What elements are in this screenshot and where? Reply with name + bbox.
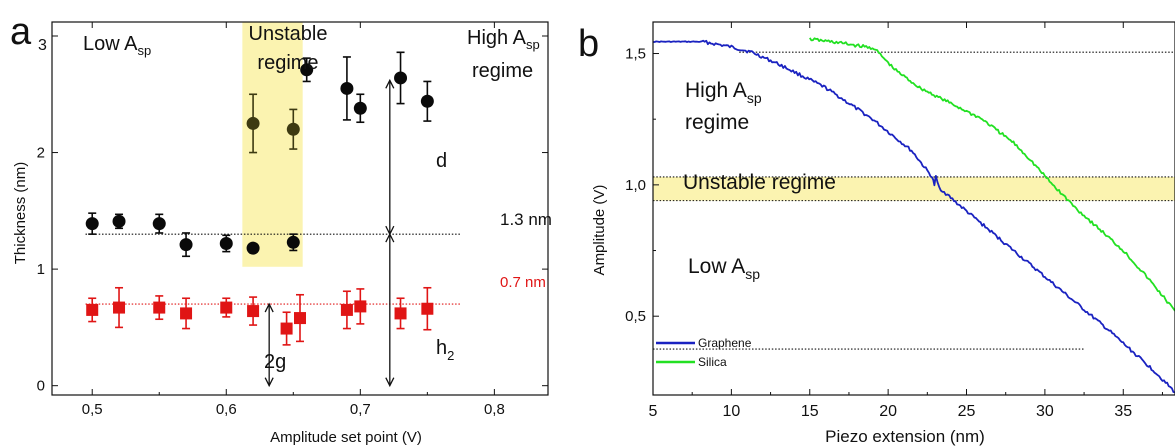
- panel-b-ylabel: Amplitude (V): [591, 185, 608, 276]
- panel-b-unstable-label: Unstable regime: [683, 171, 836, 194]
- panel-a-h2-label: h2: [436, 337, 454, 363]
- panel-a-point-circle: [85, 217, 99, 231]
- panel-a-label: a: [10, 11, 32, 53]
- panel-a-point-square: [354, 300, 367, 313]
- panel-b-y-tick-label: 1,0: [625, 177, 646, 194]
- panel-b-high-asp-subscript: sp: [747, 90, 762, 106]
- panel-b-x-tick-label: 15: [801, 403, 819, 420]
- panel-a-arrow-d-head-top: [385, 78, 395, 89]
- panel-a-arrow-2g-head-bottom: [264, 377, 274, 388]
- panel-a-xlabel: Amplitude set point (V): [270, 429, 422, 446]
- panel-a-arrow-h2-head-top: [385, 232, 395, 243]
- panel-b-y-tick-label: 1,5: [625, 46, 646, 63]
- panel-a-point-square: [153, 301, 166, 314]
- panel-a-point-square: [220, 301, 233, 314]
- panel-b-low-asp-subscript: sp: [745, 266, 760, 282]
- panel-a-d-label: d: [436, 150, 447, 172]
- panel-a-x-tick-label: 0,6: [216, 401, 237, 418]
- panel-b-high-asp-label: High Asp: [685, 79, 762, 106]
- panel-b-x-tick-label: 30: [1036, 403, 1054, 420]
- panel-a-point-square: [247, 305, 260, 318]
- panel-a-low-asp-subscript: sp: [137, 43, 151, 58]
- panel-a-point-square: [86, 303, 99, 316]
- panel-a-high-asp-label: High Asp: [467, 27, 540, 52]
- panel-a-point-circle: [394, 71, 408, 85]
- panel-a-arrow-h2-head-bottom: [385, 377, 395, 388]
- panel-b-x-tick-label: 20: [879, 403, 897, 420]
- panel-a-point-circle: [286, 122, 300, 136]
- panel-a: 0,5 0,6 0,7 0,8 0 1 2 a 3 Amplitude set point …: [10, 11, 552, 446]
- panel-b-unstable-band: [653, 176, 1175, 201]
- panel-b: 5 10 15 20 25 30 35 0,5 1,0 1,5 b Piezo extension…: [578, 21, 1175, 446]
- panel-a-x-tick-label: 0,5: [82, 401, 103, 418]
- panel-a-point-circle: [353, 101, 367, 115]
- legend-label-silica: Silica: [698, 355, 727, 369]
- panel-a-2g-label: 2g: [264, 351, 286, 373]
- panel-a-point-circle: [286, 235, 300, 249]
- panel-a-unstable-label-line2: regime: [257, 52, 318, 74]
- panel-a-y-tick-label: 2: [37, 145, 45, 162]
- panel-a-x-tick-label: 0,7: [350, 401, 371, 418]
- panel-b-x-tick-label: 35: [1114, 403, 1132, 420]
- panel-a-point-square: [394, 307, 407, 320]
- panel-b-legend: Graphene Silica: [656, 336, 752, 369]
- panel-a-low-asp-label: Low Asp: [83, 33, 151, 58]
- panel-a-plot-frame: [51, 21, 549, 396]
- panel-b-x-tick-label: 5: [649, 403, 658, 420]
- panel-a-y-tick-label: 1: [37, 261, 45, 278]
- panel-a-h2-subscript: 2: [447, 348, 454, 363]
- legend-label-graphene: Graphene: [698, 336, 752, 350]
- panel-a-point-circle: [152, 217, 166, 231]
- panel-b-low-asp-label: Low Asp: [688, 255, 760, 282]
- panel-a-x-tick-label: 0,8: [484, 401, 505, 418]
- panel-a-unstable-label-line1: Unstable: [249, 23, 328, 45]
- panel-a-ref-label-0-7nm: 0.7 nm: [500, 274, 546, 291]
- panel-b-high-regime-label: regime: [685, 111, 749, 134]
- panel-a-arrow-2g-head-top: [264, 302, 274, 313]
- panel-a-point-square: [294, 312, 306, 325]
- panel-b-line-silica: [809, 37, 1175, 312]
- panel-a-point-circle: [219, 236, 233, 250]
- panel-a-point-square: [113, 301, 126, 314]
- panel-a-point-square: [340, 303, 353, 316]
- panel-a-label-subscript: 3: [38, 37, 47, 54]
- panel-a-point-circle: [246, 241, 260, 255]
- panel-b-xlabel: Piezo extension (nm): [825, 427, 985, 446]
- panel-b-label: b: [578, 23, 599, 65]
- panel-a-point-circle: [112, 214, 126, 228]
- panel-a-point-square: [421, 302, 434, 315]
- panel-a-point-circle: [246, 116, 260, 130]
- panel-b-line-graphene: [653, 39, 1175, 394]
- panel-b-x-tick-label: 10: [722, 403, 740, 420]
- panel-b-x-tick-label: 25: [958, 403, 976, 420]
- panel-a-y-tick-label: 0: [37, 378, 45, 395]
- panel-a-point-square: [180, 307, 193, 320]
- panel-b-y-tick-label: 0,5: [625, 308, 646, 325]
- panel-a-ylabel: Thickness (nm): [12, 162, 29, 265]
- panel-a-point-circle: [340, 81, 354, 95]
- panel-a-ref-label-1-3nm: 1.3 nm: [500, 210, 552, 229]
- panel-a-point-circle: [300, 63, 314, 77]
- panel-b-plot-frame: [652, 21, 1175, 396]
- panel-a-point-circle: [420, 94, 434, 108]
- panel-a-point-circle: [179, 238, 193, 252]
- panel-a-high-regime-label: regime: [472, 60, 533, 82]
- panel-a-high-asp-subscript: sp: [526, 37, 540, 52]
- panel-a-point-square: [280, 322, 293, 335]
